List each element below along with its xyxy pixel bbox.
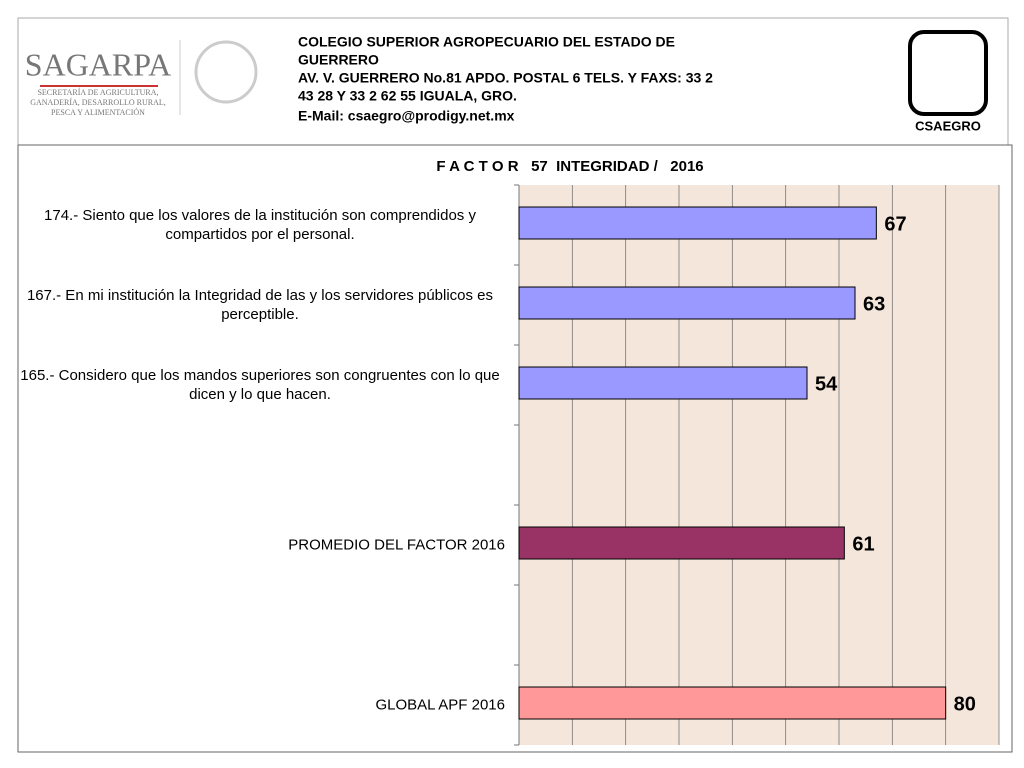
bar <box>518 286 856 320</box>
plot-area <box>519 185 999 745</box>
category-label: PROMEDIO DEL FACTOR 2016 <box>288 536 505 554</box>
category-label: 167.- En mi institución la Integridad de… <box>26 287 494 323</box>
logo-left: SAGARPA <box>25 46 171 82</box>
header-line: GUERRERO <box>298 52 379 68</box>
header-line: AV. V. GUERRERO No.81 APDO. POSTAL 6 TEL… <box>298 70 713 86</box>
chart-title: F A C T O R 57 INTEGRIDAD / 2016 <box>436 158 703 175</box>
logo-left-sub: SECRETARÍA DE AGRICULTURA, <box>37 87 158 97</box>
logo-left-sub: PESCA Y ALIMENTACIÓN <box>51 107 145 117</box>
category-label: 174.- Siento que los valores de la insti… <box>44 207 476 243</box>
value-label: 67 <box>884 213 906 235</box>
value-label: 61 <box>852 533 874 555</box>
bar <box>518 366 808 400</box>
header-line: E-Mail: csaegro@prodigy.net.mx <box>298 108 515 124</box>
header-line: COLEGIO SUPERIOR AGROPECUARIO DEL ESTADO… <box>298 34 675 50</box>
category-label: GLOBAL APF 2016 <box>375 696 505 714</box>
category-label: 165.- Considero que los mandos superiore… <box>20 367 500 403</box>
value-label: 54 <box>815 373 838 395</box>
seal <box>194 40 258 104</box>
value-label: 63 <box>863 293 885 315</box>
bar <box>518 686 947 720</box>
header-line: 43 28 Y 33 2 62 55 IGUALA, GRO. <box>298 88 517 104</box>
logo-right-shield <box>908 30 988 116</box>
logo-right: CSAEGRO <box>915 118 981 133</box>
value-label: 80 <box>954 693 976 715</box>
logo-left-sub: GANADERÍA, DESARROLLO RURAL, <box>30 97 166 107</box>
bar <box>518 526 845 560</box>
bar <box>518 206 877 240</box>
